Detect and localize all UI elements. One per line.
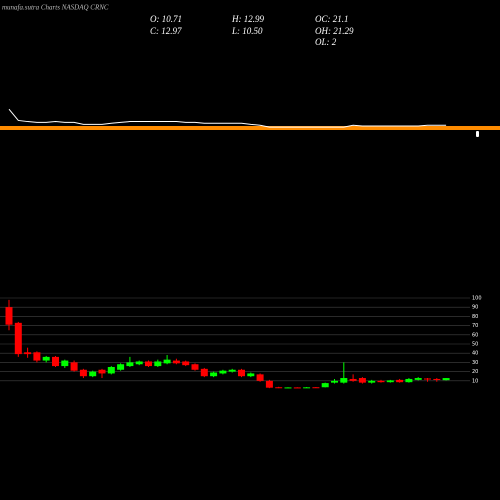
candle-body bbox=[52, 356, 59, 367]
y-tick-label: 60 bbox=[472, 332, 478, 338]
candle-body bbox=[191, 364, 199, 370]
y-tick-label: 30 bbox=[472, 360, 478, 366]
candle-body bbox=[238, 369, 245, 377]
candle-body bbox=[405, 378, 413, 383]
header-title: munafa.sutra Charts NASDAQ CRNC bbox=[2, 4, 109, 12]
candle-body bbox=[275, 387, 283, 389]
candle-body bbox=[424, 378, 431, 380]
candle-body bbox=[200, 368, 208, 377]
candle-body bbox=[98, 369, 106, 374]
candle-body bbox=[256, 374, 264, 381]
candle-body bbox=[42, 356, 50, 361]
y-tick-label: 20 bbox=[472, 369, 478, 375]
candle-body bbox=[89, 371, 97, 377]
stat: OC: 21.1 bbox=[315, 14, 349, 24]
candle-body bbox=[321, 383, 329, 388]
candle-body bbox=[284, 387, 292, 389]
y-tick-label: 90 bbox=[472, 305, 478, 311]
stat: L: 10.50 bbox=[231, 26, 263, 36]
candle-body bbox=[107, 367, 115, 374]
candle-body bbox=[396, 379, 404, 383]
candle-body bbox=[61, 360, 69, 367]
candle-body bbox=[340, 378, 348, 383]
candle-body bbox=[70, 362, 78, 371]
stat: OH: 21.29 bbox=[315, 26, 354, 36]
candle-body bbox=[163, 359, 171, 364]
candle-body bbox=[117, 364, 125, 370]
candle-body bbox=[126, 362, 134, 367]
candle-body bbox=[172, 360, 180, 364]
candle-body bbox=[377, 380, 385, 383]
candle-body bbox=[265, 380, 273, 388]
y-tick-label: 80 bbox=[472, 314, 478, 320]
candle-body bbox=[228, 369, 236, 372]
candle-body bbox=[442, 378, 450, 381]
candle-body bbox=[303, 387, 311, 389]
marker bbox=[476, 131, 479, 137]
candle-body bbox=[247, 373, 255, 377]
candle-body bbox=[24, 352, 32, 355]
baseline bbox=[0, 126, 500, 130]
price-line bbox=[8, 108, 447, 128]
candle-body bbox=[210, 372, 218, 377]
candle-body bbox=[349, 378, 357, 381]
candle-body bbox=[368, 380, 376, 383]
candle-body bbox=[14, 322, 22, 355]
y-tick-label: 10 bbox=[472, 378, 478, 384]
y-tick-label: 40 bbox=[472, 351, 478, 357]
stat: H: 12.99 bbox=[231, 14, 264, 24]
candle-body bbox=[331, 380, 338, 383]
candle-body bbox=[5, 307, 13, 325]
candle-body bbox=[145, 361, 152, 367]
candle-body bbox=[433, 378, 441, 380]
candle-body bbox=[414, 378, 422, 380]
stat: O: 10.71 bbox=[150, 14, 182, 24]
candle-body bbox=[135, 361, 143, 365]
candle-body bbox=[312, 387, 320, 389]
candle-body bbox=[182, 361, 190, 366]
candle-body bbox=[79, 369, 87, 377]
stat: OL: 2 bbox=[315, 37, 337, 47]
candle-body bbox=[293, 387, 301, 389]
candle-body bbox=[386, 380, 394, 383]
candle-body bbox=[154, 361, 162, 367]
y-tick-label: 50 bbox=[472, 342, 478, 348]
y-tick-label: 100 bbox=[472, 296, 482, 302]
candle-body bbox=[358, 378, 366, 383]
y-tick-label: 70 bbox=[472, 323, 478, 329]
candle-body bbox=[219, 370, 227, 374]
stat: C: 12.97 bbox=[150, 26, 182, 36]
candle-body bbox=[33, 352, 41, 361]
